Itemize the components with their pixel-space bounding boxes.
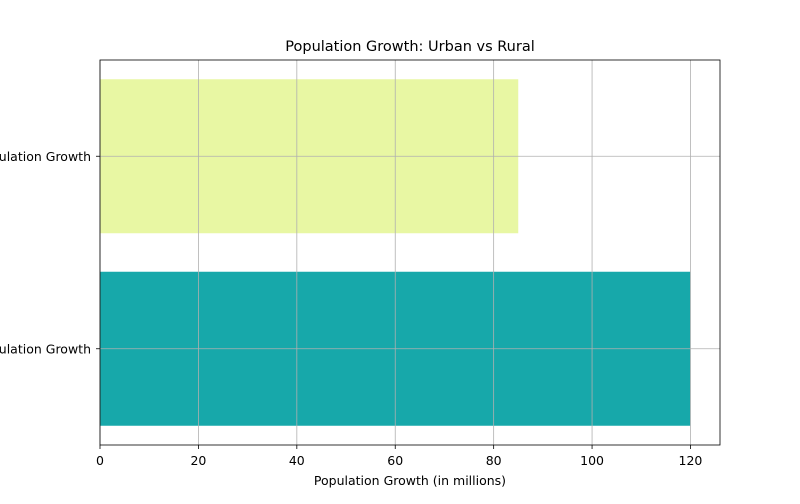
x-tick-label-5: 100 — [580, 453, 604, 468]
y-tick-label-1: Rural Population Growth — [0, 149, 91, 164]
axes: 0 20 40 60 80 100 120 Urban Population Growth Ru… — [0, 59, 721, 468]
x-tick-label-3: 60 — [387, 453, 403, 468]
x-tick-label-1: 20 — [190, 453, 206, 468]
x-tick-label-2: 40 — [289, 453, 305, 468]
chart-title: Population Growth: Urban vs Rural — [285, 39, 534, 55]
x-axis-label: Population Growth (in millions) — [314, 473, 506, 488]
grid-lines — [99, 60, 720, 445]
y-tick-label-0: Urban Population Growth — [0, 341, 91, 356]
x-tick-label-4: 80 — [486, 453, 502, 468]
x-tick-label-0: 0 — [96, 453, 104, 468]
plot-frame — [99, 59, 721, 446]
x-tick-label-6: 120 — [679, 453, 703, 468]
